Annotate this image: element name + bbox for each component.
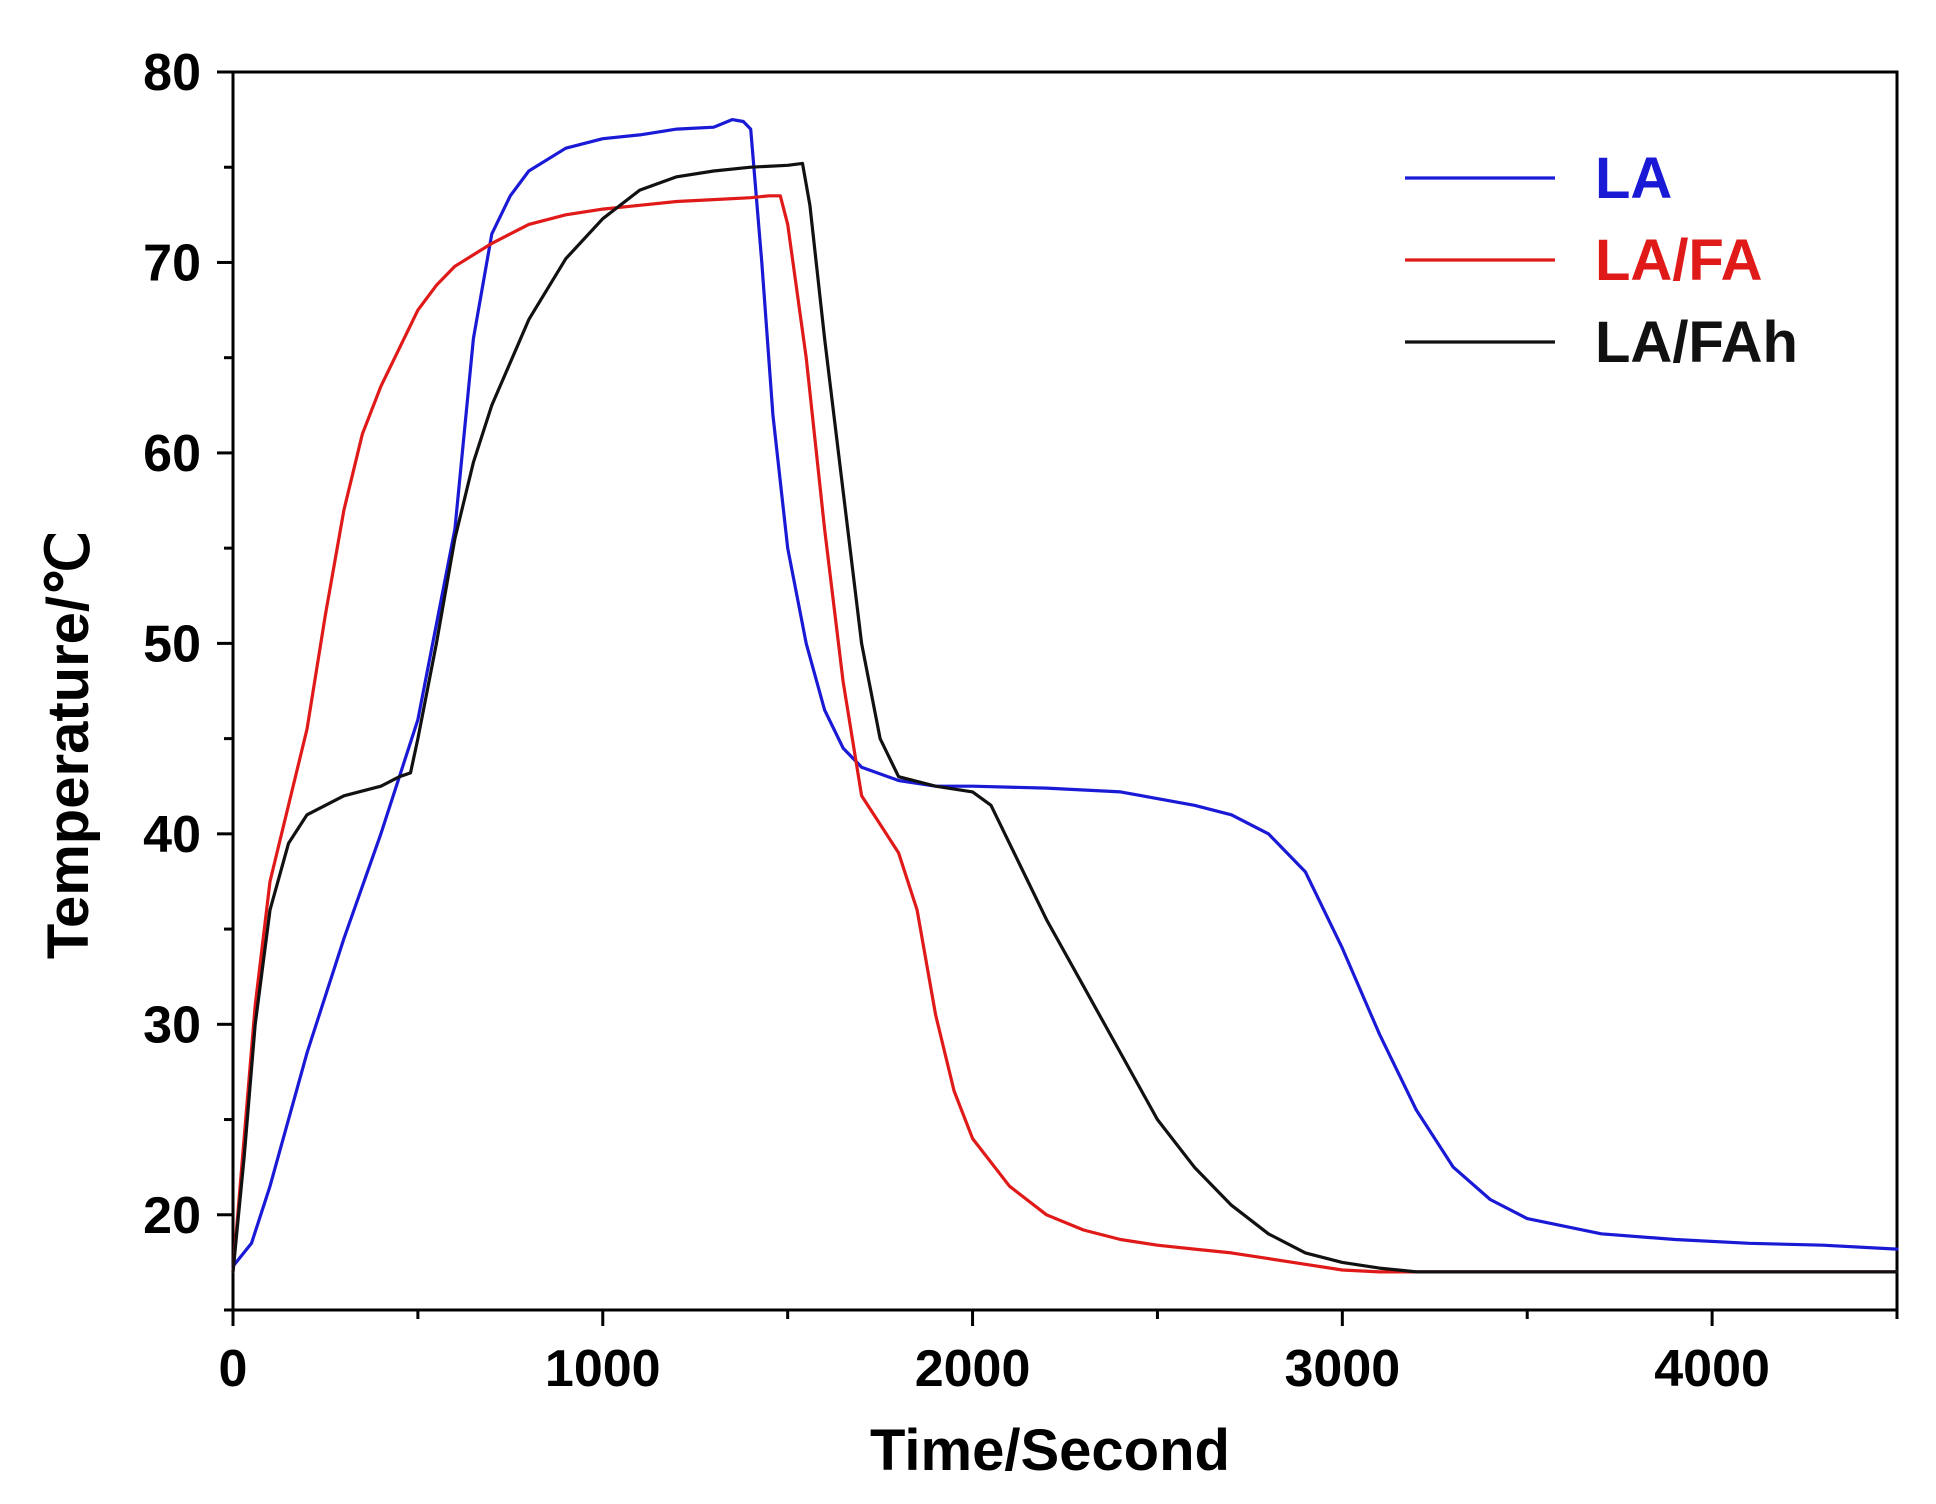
- y-tick-label: 40: [143, 806, 201, 864]
- y-tick-label: 60: [143, 425, 201, 483]
- series-layer: [231, 117, 1899, 1274]
- y-tick-label: 20: [143, 1187, 201, 1245]
- series-line-la: [231, 117, 1899, 1268]
- y-axis-title: Temperature/℃: [36, 531, 101, 959]
- x-tick-label: 2000: [915, 1340, 1031, 1398]
- series-line-la-fa: [231, 194, 1899, 1274]
- x-tick-label: 4000: [1654, 1340, 1770, 1398]
- x-axis-title: Time/Second: [870, 1418, 1230, 1483]
- x-tick-label: 1000: [545, 1340, 661, 1398]
- legend-label-la-fah: LA/FAh: [1595, 310, 1798, 375]
- legend-label-la: LA: [1595, 146, 1672, 211]
- y-tick-label: 30: [143, 996, 201, 1054]
- y-tick-label: 70: [143, 234, 201, 292]
- axes-layer: 0 1000 2000 3000 4000 20 30 40 50 60 70 80: [143, 44, 1899, 1398]
- legend-label-la-fa: LA/FA: [1595, 228, 1763, 293]
- legend: LA LA/FA LA/FAh: [1405, 146, 1798, 375]
- y-tick-label: 50: [143, 615, 201, 673]
- y-tick-label: 80: [143, 44, 201, 102]
- series-line-la-fah: [231, 161, 1899, 1274]
- plot-frame: [231, 70, 1899, 1312]
- x-tick-label: 0: [219, 1340, 248, 1398]
- x-tick-label: 3000: [1284, 1340, 1400, 1398]
